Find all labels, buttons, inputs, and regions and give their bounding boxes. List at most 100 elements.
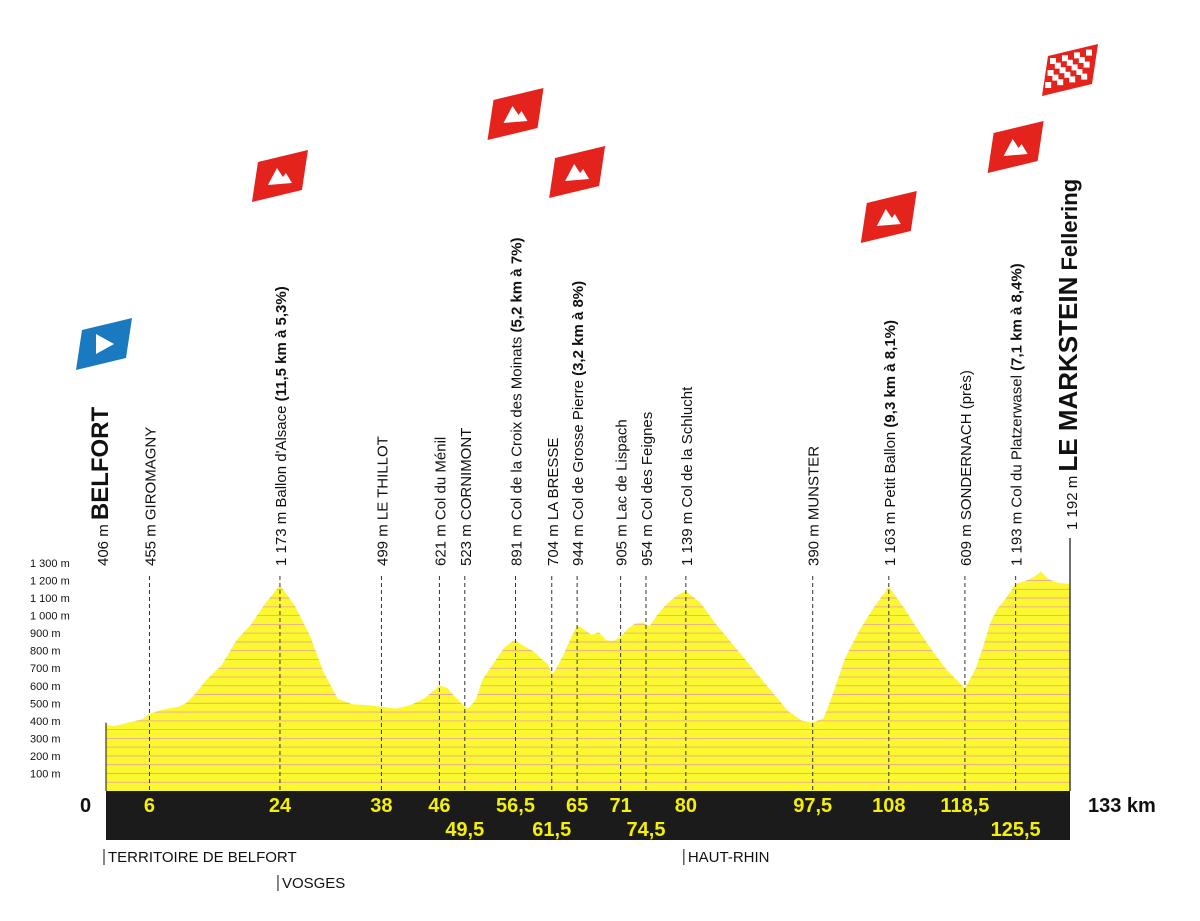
checker-square xyxy=(1074,52,1080,59)
waypoint-altitude: 523 m xyxy=(458,520,475,566)
waypoint-name: Ballon d'Alsace xyxy=(273,406,290,508)
waypoint-flag xyxy=(1042,44,1098,96)
waypoint-altitude: 905 m xyxy=(614,520,631,566)
waypoint-km-label: 97,5 xyxy=(793,795,832,817)
checker-square xyxy=(1076,69,1083,75)
y-tick-label: 800 m xyxy=(30,646,61,658)
waypoint-km-label: 46 xyxy=(428,795,450,817)
y-tick-label: 1 300 m xyxy=(30,558,70,570)
y-axis: 100 m 200 m 300 m 400 m 500 m 600 m 700 m 800 m… xyxy=(30,558,107,791)
checker-square xyxy=(1054,62,1061,69)
waypoint: 65 944 m Col de Grosse Pierre (3,2 km à 8… xyxy=(549,146,606,817)
checker-square xyxy=(1045,82,1052,88)
waypoint-km-label: 74,5 xyxy=(627,819,666,841)
distance-bar xyxy=(106,791,1070,840)
waypoint: 74,5 954 m Col des Feignes xyxy=(627,412,666,841)
waypoint: 125,5 1 193 m Col du Platzerwasel (7,1 km… xyxy=(987,121,1044,841)
waypoint-km-label: 108 xyxy=(872,795,905,817)
checker-square xyxy=(1057,79,1064,86)
waypoint: 80 1 139 m Col de la Schlucht xyxy=(675,386,697,817)
y-tick-label: 100 m xyxy=(30,768,61,780)
waypoint-suffix: (7,1 km à 8,4%) xyxy=(1009,263,1026,375)
start-km-label: 0 xyxy=(80,795,91,817)
waypoint-name: Col du Ménil xyxy=(432,437,449,520)
waypoint-name: Lac de Lispach xyxy=(614,419,631,520)
checker-square xyxy=(1052,74,1059,81)
checker-square xyxy=(1081,73,1088,80)
y-tick-label: 1 100 m xyxy=(30,593,70,605)
waypoint: 406 m BELFORT xyxy=(76,318,132,566)
y-tick-label: 300 m xyxy=(30,733,61,745)
waypoint: 46 621 m Col du Ménil xyxy=(428,437,450,817)
waypoint-name: Col de la Croix des Moinats xyxy=(509,337,526,520)
waypoints: 406 m BELFORT 6 455 m GIROMAGNY 24 1 173 m B… xyxy=(76,44,1098,841)
y-tick-label: 1 000 m xyxy=(30,611,70,623)
waypoint-name: CORNIMONT xyxy=(458,428,475,521)
waypoint: 108 1 163 m Petit Ballon (9,3 km à 8,1%) xyxy=(860,191,917,817)
waypoint-label: 905 m Lac de Lispach xyxy=(614,419,631,566)
waypoint-altitude: 704 m xyxy=(545,520,562,566)
waypoint-altitude: 1 192 m xyxy=(1064,472,1081,530)
waypoint-label: 1 193 m Col du Platzerwasel (7,1 km à 8,… xyxy=(1009,263,1026,566)
checker-square xyxy=(1071,64,1078,71)
checker-square xyxy=(1062,55,1068,62)
waypoint-name: Col de la Schlucht xyxy=(679,386,696,508)
y-tick-label: 400 m xyxy=(30,716,61,728)
waypoint-altitude: 1 163 m xyxy=(882,508,899,566)
waypoint-label: 1 173 m Ballon d'Alsace (11,5 km à 5,3%) xyxy=(273,286,290,566)
waypoint-km-label: 24 xyxy=(269,795,292,817)
waypoint: 118,5 609 m SONDERNACH (près) xyxy=(940,370,989,817)
waypoint: 49,5 523 m CORNIMONT xyxy=(445,428,484,841)
waypoint-suffix: (3,2 km à 8%) xyxy=(570,281,587,380)
waypoint-name: Petit Ballon xyxy=(882,432,899,508)
mountain-symbol-icon xyxy=(267,168,292,185)
waypoint-altitude: 891 m xyxy=(509,520,526,566)
waypoint-km-label: 61,5 xyxy=(532,819,571,841)
waypoint-label: 954 m Col des Feignes xyxy=(639,412,656,566)
waypoint-flag xyxy=(76,318,132,370)
waypoint-label: 499 m LE THILLOT xyxy=(374,436,391,566)
waypoint-name: GIROMAGNY xyxy=(142,427,159,520)
waypoint-name: Col du Platzerwasel xyxy=(1009,375,1026,508)
waypoint: 71 905 m Lac de Lispach xyxy=(609,419,631,817)
waypoint-label: 609 m SONDERNACH (près) xyxy=(958,370,975,566)
waypoint-label: 621 m Col du Ménil xyxy=(432,437,449,566)
y-tick-label: 700 m xyxy=(30,663,61,675)
waypoint-label: 891 m Col de la Croix des Moinats (5,2 k… xyxy=(509,238,526,567)
waypoint-name: BELFORT xyxy=(87,406,114,520)
waypoint-label: 455 m GIROMAGNY xyxy=(142,427,159,566)
checker-square xyxy=(1050,58,1056,64)
waypoint-km-label: 71 xyxy=(609,795,631,817)
checker-square xyxy=(1086,49,1092,56)
checker-square xyxy=(1069,76,1076,83)
region-label: HAUT-RHIN xyxy=(688,849,770,866)
checkered-pattern-icon xyxy=(1045,49,1092,88)
waypoint-altitude: 455 m xyxy=(142,520,159,566)
waypoint-name: SONDERNACH xyxy=(958,413,975,520)
y-tick-label: 1 200 m xyxy=(30,576,70,588)
y-tick-label: 900 m xyxy=(30,628,61,640)
waypoint-altitude: 609 m xyxy=(958,520,975,566)
waypoint-suffix: Fellering xyxy=(1057,179,1082,277)
waypoint-suffix: (11,5 km à 5,3%) xyxy=(273,286,290,405)
waypoint-km-label: 56,5 xyxy=(496,795,535,817)
region-label: VOSGES xyxy=(282,875,345,892)
waypoint-km-label: 38 xyxy=(370,795,392,817)
waypoint-km-label: 49,5 xyxy=(445,819,484,841)
waypoint-altitude: 390 m xyxy=(806,520,823,566)
waypoint-altitude: 621 m xyxy=(432,520,449,566)
waypoint-name: LE THILLOT xyxy=(374,436,391,520)
waypoint-label: 704 m LA BRESSE xyxy=(545,438,562,566)
waypoint-flag xyxy=(487,88,544,140)
mountain-symbol-icon xyxy=(565,164,590,181)
checker-square xyxy=(1064,71,1071,78)
waypoint: 6 455 m GIROMAGNY xyxy=(142,427,159,817)
checker-square xyxy=(1083,61,1090,68)
waypoint-name: MUNSTER xyxy=(806,446,823,520)
waypoint: 61,5 704 m LA BRESSE xyxy=(532,438,571,841)
regions: TERRITOIRE DE BELFORT VOSGES HAUT-RHIN xyxy=(103,849,770,892)
mountain-symbol-icon xyxy=(503,106,528,123)
y-tick-label: 500 m xyxy=(30,698,61,710)
